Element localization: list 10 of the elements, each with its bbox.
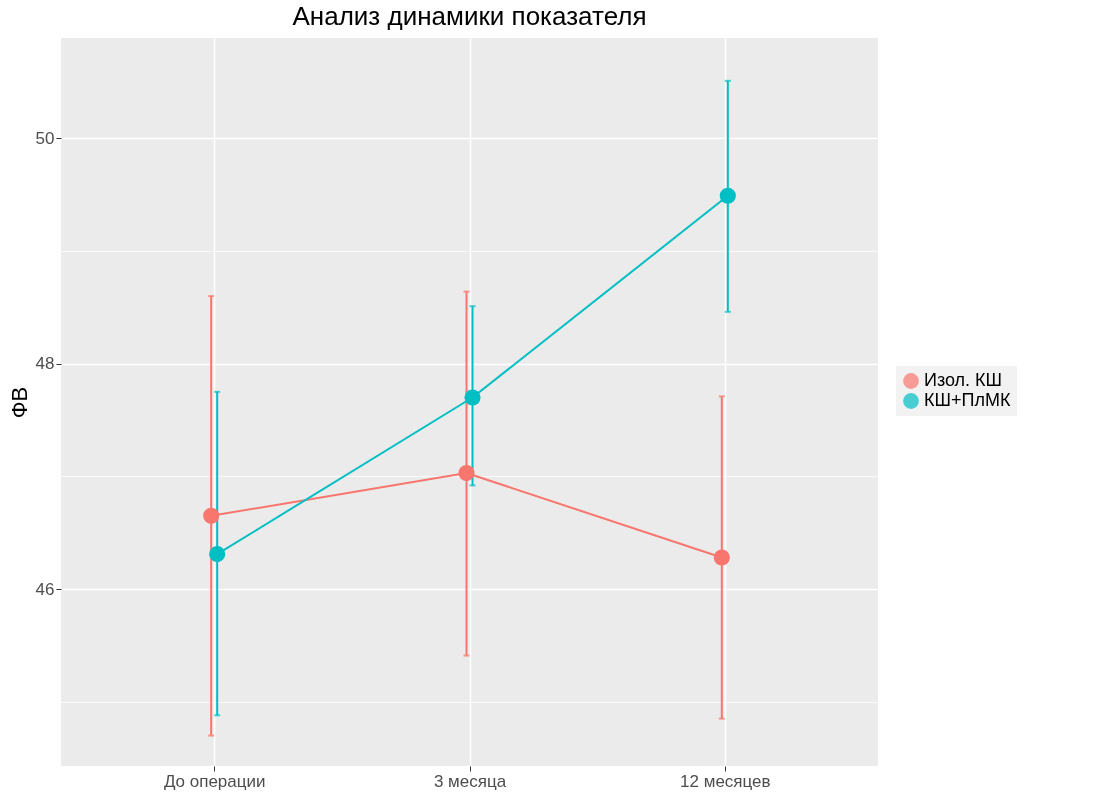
legend-label: Изол. КШ xyxy=(924,370,1003,390)
chart-title: Анализ динамики показателя xyxy=(292,1,647,31)
x-tick-label: 3 месяца xyxy=(433,771,507,791)
y-tick-label: 48 xyxy=(35,354,55,374)
x-tick-label: До операции xyxy=(163,771,266,791)
y-axis-title: ФВ xyxy=(6,386,32,419)
x-tick-label: 12 месяцев xyxy=(680,771,771,791)
legend-label: КШ+ПлМК xyxy=(924,390,1011,410)
y-tick-label: 46 xyxy=(35,579,55,599)
y-tick-label: 50 xyxy=(35,128,55,148)
